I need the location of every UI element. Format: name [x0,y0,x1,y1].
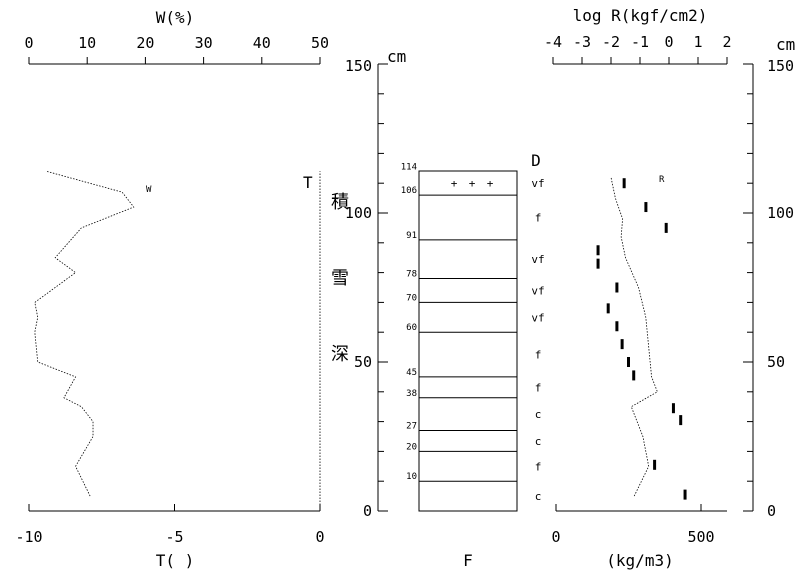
tick-label-logr: 2 [722,33,731,51]
layer-axis-title: F [463,551,473,570]
depth-tick-label: 150 [345,57,372,75]
boundary-label: 70 [406,293,417,303]
density-mark [664,222,668,233]
tick-label-logr: -1 [631,33,649,51]
layer-code: f [535,381,542,394]
density-mark [596,258,600,269]
boundary-label: 20 [406,442,417,452]
density-mark [615,321,619,332]
density-mark [683,489,687,500]
plus-mark: + [469,177,476,190]
tick-label-t: -5 [165,528,183,546]
tick-label-w: 40 [253,34,271,52]
vertical-title-char-2: 雪 [331,268,349,289]
boundary-label: 106 [401,186,417,196]
plus-mark: + [487,177,494,190]
density-marks [596,178,687,500]
depth-tick-label-right: 50 [767,353,785,371]
tick-label-logr: 0 [664,33,673,51]
boundary-label: 91 [406,231,417,241]
tick-label-w: 10 [78,34,96,52]
tick-label-logr: -2 [602,33,620,51]
boundary-label: 114 [401,162,417,172]
depth-axis-ticks: 0 50 100 150 [345,57,388,520]
layer-code: f [535,349,542,362]
plus-marks: + + + [451,177,494,190]
depth-tick-label-right: 0 [767,502,776,520]
layer-code: c [535,490,542,503]
layer-code: vf [531,177,544,190]
tick-label-w: 0 [24,34,33,52]
tick-label-w: 20 [136,34,154,52]
depth-tick-label: 100 [345,204,372,222]
bottom-axis-ticks-density: 0 500 [551,504,715,546]
tick-label-t: 0 [315,528,324,546]
density-mark [671,403,675,414]
depth-axis-right-unit: cm [776,35,795,54]
depth-tick-label-right: 100 [767,204,794,222]
top-axis-title-logr: log R(kgf/cm2) [573,6,708,25]
series-line-r [610,177,658,497]
boundary-label: 60 [406,323,417,333]
series-label-r: R [659,175,665,185]
bottom-axis-title-t: T( ) [156,551,195,570]
plus-mark: + [451,177,458,190]
tick-label-density: 0 [551,528,560,546]
tick-label-density: 500 [687,528,714,546]
top-axis-ticks-w: 0 10 20 30 40 50 [24,34,329,64]
tick-label-logr: 1 [693,33,702,51]
depth-axis-right: 0 50 100 150 cm [743,35,795,520]
depth-tick-label: 0 [363,502,372,520]
density-mark [620,339,624,350]
boundary-label: 78 [406,270,417,280]
top-layer-code: D [531,151,541,170]
depth-tick-label-right: 150 [767,57,794,75]
density-mark [627,357,630,367]
depth-axis-left: 0 50 100 150 cm 積 雪 深 [331,47,406,520]
top-axis-title-w: W(%) [156,8,195,27]
depth-axis-unit: cm [387,47,406,66]
density-mark [615,282,619,293]
density-mark [679,415,683,426]
bottom-axis-ticks-t: -10 -5 0 [15,504,325,546]
layer-column-box [418,170,518,512]
layer-code: vf [531,311,544,324]
series-label-w: W [146,185,152,195]
depth-tick-label: 50 [354,353,372,371]
density-mark [606,303,610,314]
boundary-label: 38 [406,389,417,399]
tick-label-logr: -4 [544,33,562,51]
tick-label-w: 50 [311,34,329,52]
density-mark [632,370,636,381]
layer-code: f [535,211,542,224]
density-mark [622,178,626,189]
tick-label-w: 30 [195,34,213,52]
top-axis-ticks-logr: -4 -3 -2 -1 0 1 2 [544,33,732,64]
layer-code: c [535,435,542,448]
layer-boundaries: 114 106 91 78 70 60 45 38 27 20 10 [401,162,517,482]
series-line-w [34,170,135,497]
layer-code: vf [531,284,544,297]
depth-axis-right-ticks: 0 50 100 150 [743,57,794,520]
series-label-t: T [303,173,313,192]
vertical-title-char-1: 積 [331,192,349,213]
bottom-axis-title-density: (kg/m3) [606,551,673,570]
panel-density-resistance: log R(kgf/cm2) -4 -3 -2 -1 0 1 2 0 500 (kg/m3) … [544,6,732,570]
boundary-label: 45 [406,368,417,378]
vertical-title-char-3: 深 [331,344,349,365]
tick-label-t: -10 [15,528,42,546]
density-mark [653,459,657,470]
tick-label-logr: -3 [573,33,591,51]
density-mark [644,202,648,213]
density-mark [596,245,600,256]
boundary-label: 10 [406,472,417,482]
layer-code: f [535,460,542,473]
layer-code: c [535,408,542,421]
layer-code: vf [531,253,544,266]
boundary-label: 27 [406,422,417,432]
panel-w-t: W(%) 0 10 20 30 40 50 -10 -5 0 T( ) W T [15,8,329,570]
